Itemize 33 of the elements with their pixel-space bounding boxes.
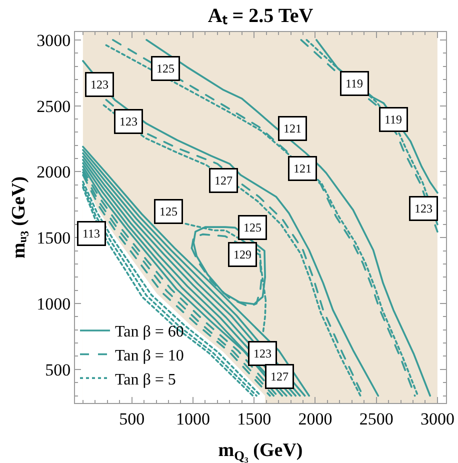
annotation: 129	[234, 248, 252, 262]
x-tick-label: 500	[119, 409, 145, 428]
annotation: 125	[156, 62, 174, 76]
legend-label: Tan β = 60	[115, 324, 184, 341]
annotation: 127	[214, 174, 232, 188]
y-tick-label: 2000	[36, 162, 71, 182]
annotation: 119	[346, 76, 364, 90]
x-tick-label: 1000	[176, 409, 210, 428]
x-axis-title: m$_{Q₃}$ (GeV)	[218, 440, 303, 463]
y-axis-title: mᵤ₃ (GeV)	[8, 176, 30, 259]
annotation: 123	[90, 78, 108, 92]
legend-label: Tan β = 10	[115, 348, 184, 365]
annotation: 121	[284, 122, 302, 136]
annotation: 125	[244, 220, 262, 234]
chart-title: Aₜ = 2.5 TeV	[208, 5, 314, 27]
annotation: 113	[82, 226, 100, 240]
legend-label: Tan β = 5	[115, 371, 176, 388]
annotation: 121	[294, 162, 312, 176]
x-tick-label: 2000	[298, 409, 332, 428]
y-tick-label: 500	[45, 360, 71, 380]
x-tick-label: 2500	[359, 409, 394, 428]
y-tick-label: 2500	[36, 96, 71, 116]
annotation: 123	[120, 114, 138, 128]
annotation: 119	[384, 112, 402, 126]
annotation: 127	[270, 370, 288, 384]
y-tick-label: 1500	[36, 228, 71, 248]
x-tick-label: 1500	[237, 409, 272, 428]
x-tick-label: 3000	[420, 409, 454, 428]
y-tick-label: 1000	[36, 294, 71, 314]
annotation: 125	[160, 204, 178, 218]
annotation: 123	[414, 202, 432, 216]
annotation: 123	[254, 346, 272, 360]
y-tick-label: 3000	[36, 30, 71, 50]
